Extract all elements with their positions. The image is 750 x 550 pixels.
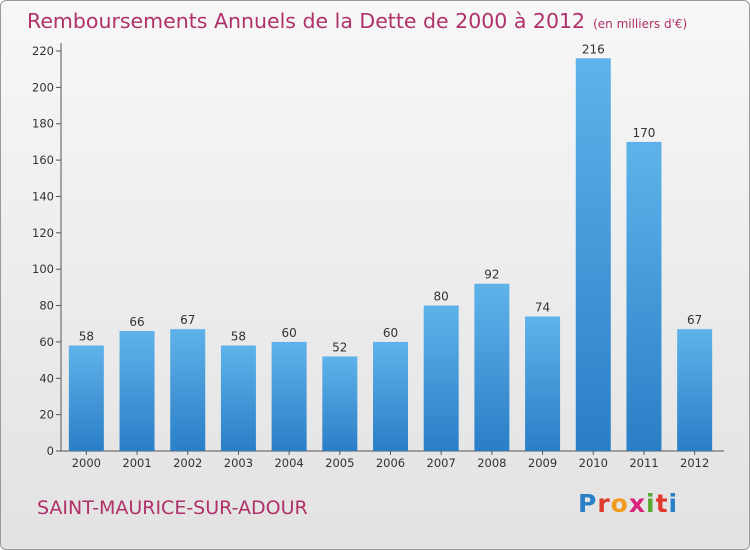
x-tick-label: 2000 <box>72 456 101 470</box>
data-label: 60 <box>383 326 398 340</box>
y-tick-label: 200 <box>32 80 54 94</box>
logo-letter: x <box>628 489 646 518</box>
y-tick-label: 140 <box>32 189 54 203</box>
x-tick-label: 2004 <box>274 456 303 470</box>
data-label: 170 <box>633 126 656 140</box>
y-tick-label: 80 <box>39 299 54 313</box>
x-tick-label: 2002 <box>173 456 202 470</box>
bar <box>626 141 662 451</box>
bar <box>373 341 408 451</box>
proxiti-logo: Proxiti <box>578 489 678 518</box>
data-label: 58 <box>79 330 94 344</box>
x-tick-label: 2003 <box>224 456 253 470</box>
x-tick-label: 2012 <box>680 456 709 470</box>
chart-title: Remboursements Annuels de la Dette de 20… <box>27 9 687 33</box>
bar <box>677 329 713 451</box>
data-label: 60 <box>281 326 296 340</box>
y-tick-label: 120 <box>32 226 54 240</box>
x-tick-label: 2005 <box>325 456 354 470</box>
bars <box>68 58 713 451</box>
y-tick-label: 160 <box>32 153 54 167</box>
data-label: 66 <box>129 315 144 329</box>
y-tick-label: 220 <box>32 44 54 58</box>
x-tick-label: 2001 <box>122 456 151 470</box>
x-axis: 2000 2001 2002 2003 2004 2005 2006 2007 2008 2009… <box>61 450 724 470</box>
bar <box>220 345 256 451</box>
y-tick-label: 60 <box>39 335 54 349</box>
commune-name: SAINT-MAURICE-SUR-ADOUR <box>37 497 308 519</box>
x-tick-label: 2009 <box>528 456 557 470</box>
data-label: 80 <box>434 290 449 304</box>
bar <box>271 341 307 451</box>
logo-letter: i <box>668 489 679 518</box>
bar <box>525 316 561 451</box>
data-label: 74 <box>535 300 550 314</box>
y-tick-label: 40 <box>39 371 54 385</box>
y-tick-label: 0 <box>47 444 54 458</box>
bar <box>322 356 358 451</box>
logo-letter: r <box>597 489 611 518</box>
title-text: Remboursements Annuels de la Dette de 20… <box>27 9 586 33</box>
title-unit: (en milliers d'€) <box>593 17 688 31</box>
data-label: 52 <box>332 340 347 354</box>
y-axis: 0 20 40 60 80 100 120 140 160 180 200 220 <box>32 43 62 458</box>
x-tick-label: 2006 <box>376 456 405 470</box>
data-label: 216 <box>582 42 605 56</box>
x-tick-label: 2008 <box>477 456 506 470</box>
data-label: 92 <box>484 268 499 282</box>
x-tick-label: 2011 <box>629 456 658 470</box>
data-label: 67 <box>180 313 195 327</box>
y-tick-label: 180 <box>32 117 54 131</box>
data-label: 67 <box>687 313 702 327</box>
data-labels: 58 66 67 58 60 52 60 80 92 74 216 170 67 <box>79 42 703 354</box>
logo-letter: t <box>655 489 669 518</box>
logo-letter: P <box>578 489 598 518</box>
bar <box>423 305 459 451</box>
x-tick-label: 2010 <box>579 456 608 470</box>
bar <box>474 283 510 451</box>
logo-letter: o <box>610 489 629 518</box>
bar <box>119 331 155 451</box>
data-label: 58 <box>231 330 246 344</box>
y-tick-label: 100 <box>32 262 54 276</box>
bar <box>68 345 104 451</box>
x-tick-label: 2007 <box>427 456 456 470</box>
y-tick-label: 20 <box>39 408 54 422</box>
logo-letter: i <box>646 489 656 518</box>
bar <box>575 58 611 451</box>
bar <box>170 329 206 451</box>
